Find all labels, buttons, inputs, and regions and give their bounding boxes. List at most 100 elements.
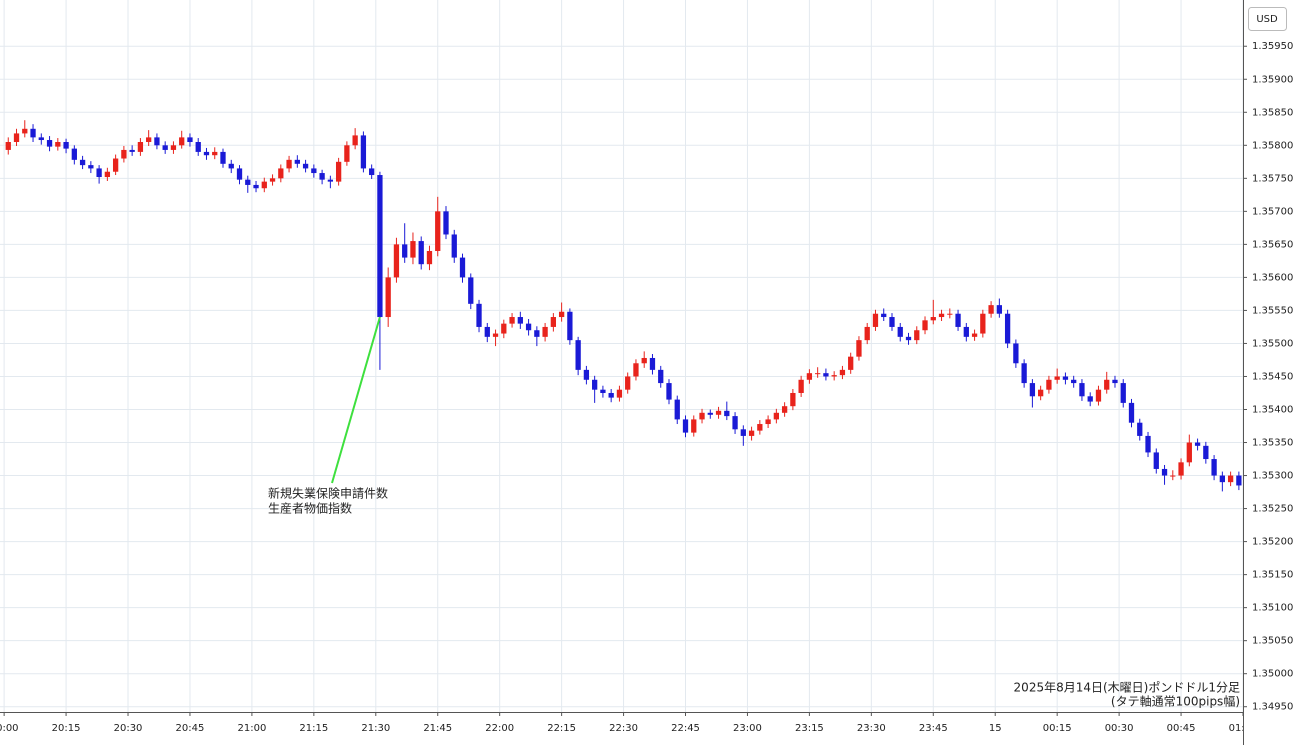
candle-body [889, 317, 895, 327]
candle-body [1095, 389, 1102, 402]
candles [5, 120, 1242, 492]
candle-body [600, 389, 606, 393]
candle-body [658, 369, 664, 384]
candle-body [1227, 475, 1234, 483]
y-tick-label: 1.35600 [1252, 272, 1293, 283]
candle-body [1153, 452, 1159, 469]
candle-body [625, 376, 631, 390]
candle-body [955, 313, 961, 327]
candle-body [525, 323, 532, 331]
candle-body [757, 424, 763, 431]
candle-body [856, 340, 862, 357]
currency-label: USD [1256, 14, 1278, 25]
candle-body [38, 137, 44, 141]
candle-body [666, 383, 672, 400]
candle-body [162, 145, 168, 150]
y-tick-label: 1.35350 [1252, 438, 1293, 449]
candle-body [649, 357, 656, 370]
candle-body [633, 363, 639, 377]
candle-body [410, 241, 416, 258]
candle-body [1161, 468, 1168, 476]
candle-body [501, 323, 507, 334]
annotation-leader [331, 316, 381, 484]
candle-body [352, 135, 358, 146]
candle-body [740, 429, 746, 436]
candle-body [550, 317, 557, 327]
candle-body [344, 145, 350, 162]
y-tick-label: 1.35000 [1252, 669, 1293, 680]
candle-body [22, 128, 28, 134]
candle-body [897, 326, 903, 337]
y-tick-label: 1.35400 [1252, 404, 1293, 415]
x-tick-label: 23:45 [919, 723, 948, 734]
candle-body [451, 234, 457, 258]
annotation-text: 新規失業保険申請件数 [268, 486, 388, 501]
candle-body [476, 303, 482, 327]
candle-body [1071, 379, 1077, 384]
x-tick-label: 15 [989, 723, 1002, 734]
candle-body [369, 168, 375, 176]
y-tick-label: 1.35850 [1252, 107, 1293, 118]
y-tick-label: 1.35500 [1252, 338, 1293, 349]
x-tick-label: 21:45 [423, 723, 452, 734]
candle-body [236, 168, 243, 180]
candle-body [881, 313, 887, 318]
candle-body [1104, 379, 1110, 390]
y-tick-label: 1.35750 [1252, 173, 1293, 184]
candle-body [112, 158, 119, 172]
currency-box [1248, 7, 1287, 31]
x-tick-label: 21:30 [361, 723, 390, 734]
candle-body [1194, 442, 1201, 446]
candle-body [930, 317, 936, 321]
y-tick-label: 1.35150 [1252, 570, 1293, 581]
candle-body [674, 399, 680, 420]
candle-body [1087, 396, 1093, 402]
candle-body [245, 179, 251, 185]
candle-body [583, 369, 590, 380]
candle-body [567, 311, 573, 341]
candle-body [699, 412, 705, 420]
candle-body [426, 250, 433, 265]
candle-body [1046, 379, 1052, 390]
candle-body [137, 142, 144, 152]
candle-body [963, 326, 969, 337]
candle-body [707, 412, 713, 415]
candle-body [938, 313, 945, 318]
x-tick-label: 00:15 [1043, 723, 1072, 734]
y-tick-label: 1.35900 [1252, 74, 1293, 85]
x-tick-label: 23:00 [733, 723, 762, 734]
x-tick-label: 22:00 [485, 723, 514, 734]
candle-body [302, 163, 309, 169]
x-tick-label: 01:00 [1229, 723, 1258, 734]
candle-body [443, 211, 449, 235]
candle-body [1186, 442, 1192, 463]
candle-body [1054, 376, 1060, 380]
candle-body [732, 416, 738, 430]
candle-body [220, 151, 226, 164]
candle-body [1120, 383, 1126, 403]
candle-body [1236, 475, 1242, 486]
y-tick-label: 1.35200 [1252, 537, 1293, 548]
candle-body [558, 311, 565, 318]
candle-body [261, 181, 267, 189]
x-tick-label: 20:00 [0, 723, 19, 734]
candle-body [96, 168, 102, 178]
candle-body [121, 149, 127, 159]
candle-body [815, 373, 821, 375]
candle-body [88, 165, 94, 169]
candle-body [534, 330, 540, 337]
candle-body [823, 373, 829, 377]
candle-body [71, 148, 77, 160]
candle-body [806, 373, 813, 380]
candle-body [319, 173, 325, 180]
candle-body [154, 137, 160, 146]
candle-body [278, 168, 284, 179]
candle-body [468, 277, 474, 304]
candle-body [385, 277, 391, 318]
candle-body [831, 375, 837, 377]
y-tick-label: 1.35300 [1252, 471, 1293, 482]
candle-body [724, 410, 730, 417]
footer-text: 2025年8月14日(木曜日)ポンドドル1分足 [1014, 681, 1240, 695]
